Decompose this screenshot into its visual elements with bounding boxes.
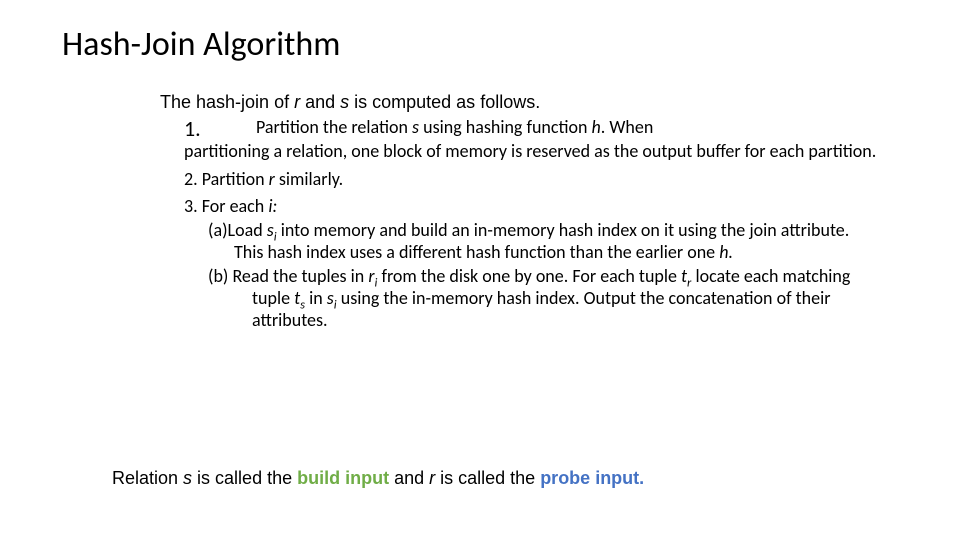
step1-cont: partitioning a relation, one block of me… xyxy=(184,141,880,163)
intro-line: The hash-join of r and s is computed as … xyxy=(160,92,880,113)
intro-pre: The hash-join of xyxy=(160,92,294,112)
step1-number: 1. xyxy=(184,117,256,141)
step-3-sublist: (a)Load si into memory and build an in-m… xyxy=(208,220,880,332)
step1-line1: Partition the relation s using hashing f… xyxy=(256,116,653,138)
slide-body: The hash-join of r and s is computed as … xyxy=(160,92,880,332)
intro-post: is computed as follows. xyxy=(349,92,540,112)
step-2: 2. Partition r similarly. xyxy=(184,169,880,191)
slide-title: Hash-Join Algorithm xyxy=(62,24,340,65)
intro-s: s xyxy=(340,92,349,112)
step-3-head: 3. For each i: xyxy=(184,196,880,218)
probe-input-term: probe input. xyxy=(540,468,644,488)
intro-mid: and xyxy=(300,92,340,112)
step-3b: (b) Read the tuples in ri from the disk … xyxy=(208,266,880,332)
step-3a: (a)Load si into memory and build an in-m… xyxy=(208,220,880,264)
step-1: 1.Partition the relation s using hashing… xyxy=(184,117,880,163)
slide: Hash-Join Algorithm The hash-join of r a… xyxy=(0,0,960,540)
footer-line: Relation s is called the build input and… xyxy=(112,468,892,489)
build-input-term: build input xyxy=(297,468,389,488)
